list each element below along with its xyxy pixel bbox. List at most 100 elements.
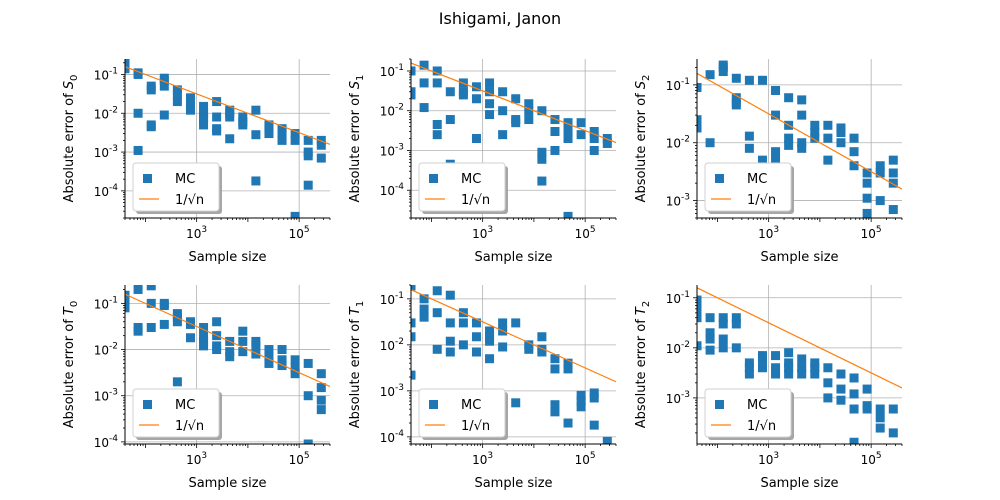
mc-point bbox=[277, 355, 287, 365]
mc-point bbox=[550, 127, 560, 137]
plot-area bbox=[125, 59, 330, 218]
y-axis-label-prefix: Absolute error of bbox=[634, 315, 649, 428]
y-tick-label-exp: -3 bbox=[395, 142, 404, 152]
y-tick-label: 10-3 bbox=[666, 193, 690, 209]
mc-point bbox=[290, 211, 300, 218]
legend: MC 1/√n bbox=[704, 162, 794, 214]
mc-point bbox=[757, 75, 767, 85]
x-tick-label: 105 bbox=[289, 451, 310, 467]
mc-point bbox=[432, 286, 442, 296]
mc-point bbox=[238, 112, 248, 122]
mc-point bbox=[264, 129, 274, 139]
mc-point bbox=[705, 334, 715, 344]
x-tick-label-base: 10 bbox=[758, 453, 773, 467]
y-tick-label: 10-3 bbox=[380, 142, 404, 158]
legend: MC 1/√n bbox=[704, 388, 794, 440]
y-tick-label-base: 10 bbox=[94, 68, 109, 82]
y-axis-label: Absolute error of S1 bbox=[348, 75, 366, 203]
mc-point bbox=[888, 178, 898, 188]
mc-point bbox=[125, 59, 130, 68]
mc-point bbox=[563, 211, 573, 218]
mc-point bbox=[697, 123, 702, 133]
x-tick-label-exp: 5 bbox=[590, 225, 596, 235]
mc-point bbox=[888, 428, 898, 438]
legend-marker-mc bbox=[715, 174, 724, 183]
mc-point bbox=[471, 318, 481, 328]
mc-point bbox=[784, 348, 794, 358]
reference-line bbox=[125, 66, 330, 145]
mc-point bbox=[524, 344, 534, 354]
x-tick-label: 103 bbox=[186, 451, 207, 467]
y-tick-label: 10-2 bbox=[94, 342, 118, 358]
mc-point bbox=[697, 301, 702, 311]
x-tick-label: 105 bbox=[861, 451, 882, 467]
mc-point bbox=[744, 369, 754, 379]
mc-point bbox=[875, 161, 885, 171]
mc-point bbox=[576, 402, 586, 412]
y-axis-label: Absolute error of S2 bbox=[634, 75, 652, 203]
y-tick-label-exp: -1 bbox=[681, 290, 690, 300]
mc-point bbox=[602, 138, 612, 148]
legend-label-mc: MC bbox=[175, 172, 195, 187]
x-tick-label-base: 10 bbox=[575, 453, 590, 467]
mc-point bbox=[458, 90, 468, 100]
mc-point bbox=[563, 358, 573, 368]
x-tick-label-exp: 5 bbox=[304, 451, 310, 461]
y-tick-label: 10-4 bbox=[380, 429, 405, 445]
mc-point bbox=[784, 363, 794, 373]
x-tick-label: 105 bbox=[575, 225, 596, 241]
mc-point bbox=[316, 383, 326, 393]
x-axis-label: Sample size bbox=[188, 476, 266, 491]
mc-point bbox=[771, 147, 781, 157]
mc-point bbox=[705, 345, 715, 355]
mc-point bbox=[849, 404, 859, 414]
y-tick-label-exp: -3 bbox=[109, 144, 118, 154]
mc-point bbox=[264, 352, 274, 362]
mc-point bbox=[133, 326, 143, 336]
mc-point bbox=[146, 323, 156, 333]
mc-point bbox=[797, 138, 807, 148]
mc-point bbox=[264, 345, 274, 355]
y-axis-label-symbol: S bbox=[634, 81, 649, 89]
mc-point bbox=[589, 388, 599, 398]
mc-point bbox=[199, 114, 209, 124]
y-axis-label: Absolute error of T0 bbox=[62, 301, 80, 429]
plot-area bbox=[411, 285, 616, 444]
mc-point bbox=[498, 342, 508, 352]
mc-point bbox=[303, 151, 313, 161]
mc-point bbox=[771, 85, 781, 95]
mc-point bbox=[875, 413, 885, 423]
x-tick-label-base: 10 bbox=[472, 453, 487, 467]
mc-point bbox=[485, 87, 495, 97]
x-tick-label-base: 10 bbox=[472, 227, 487, 241]
x-axis-label: Sample size bbox=[474, 250, 552, 265]
mc-point bbox=[888, 168, 898, 178]
legend: MC 1/√n bbox=[132, 388, 222, 440]
legend-label-mc: MC bbox=[461, 398, 481, 413]
x-axis-label: Sample size bbox=[760, 476, 838, 491]
mc-point bbox=[277, 124, 287, 134]
y-tick-label-base: 10 bbox=[380, 105, 395, 119]
mc-point bbox=[316, 405, 326, 415]
mc-point bbox=[212, 112, 222, 122]
mc-point bbox=[471, 94, 481, 104]
x-tick-label: 103 bbox=[758, 225, 779, 241]
mc-point bbox=[589, 145, 599, 155]
mc-point bbox=[225, 134, 235, 144]
mc-point bbox=[771, 363, 781, 373]
mc-point bbox=[731, 319, 741, 329]
y-tick-label-base: 10 bbox=[666, 292, 681, 306]
mc-point bbox=[511, 398, 521, 408]
mc-point bbox=[797, 143, 807, 153]
mc-point bbox=[862, 193, 872, 203]
y-tick-label-base: 10 bbox=[380, 144, 395, 158]
mc-point bbox=[888, 155, 898, 165]
mc-point bbox=[419, 294, 429, 304]
x-tick-label-exp: 5 bbox=[876, 451, 882, 461]
mc-point bbox=[411, 318, 416, 328]
mc-point bbox=[875, 168, 885, 178]
mc-point bbox=[888, 404, 898, 414]
mc-point bbox=[771, 110, 781, 120]
x-tick-label-base: 10 bbox=[861, 453, 876, 467]
y-axis-label-symbol: T bbox=[348, 306, 363, 315]
